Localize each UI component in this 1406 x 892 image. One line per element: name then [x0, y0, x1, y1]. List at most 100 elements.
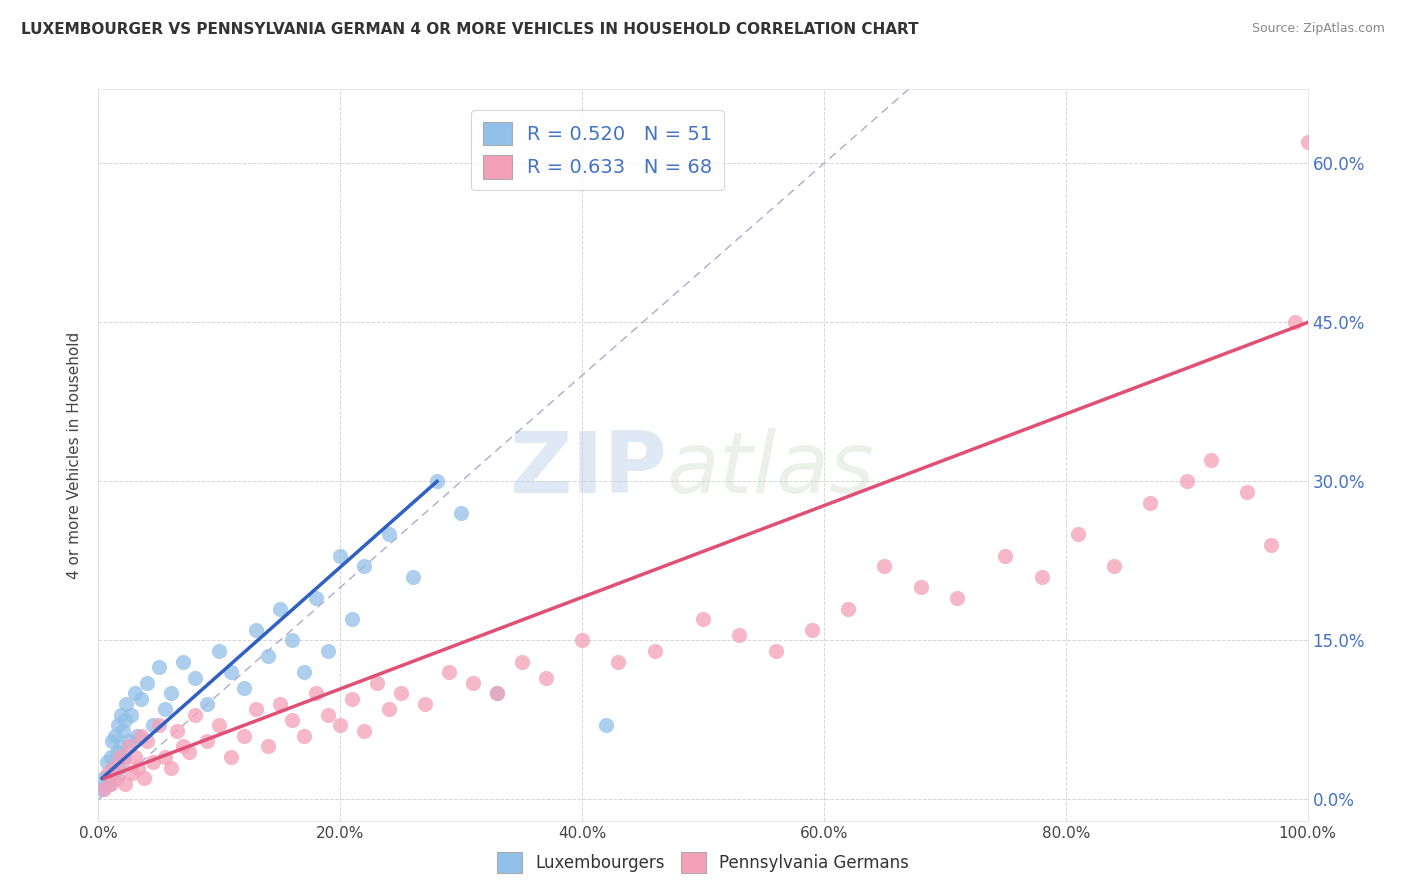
Point: [281, 633, 304, 648]
Text: LUXEMBOURGER VS PENNSYLVANIA GERMAN 4 OR MORE VEHICLES IN HOUSEHOLD CORRELATION : LUXEMBOURGER VS PENNSYLVANIA GERMAN 4 OR…: [21, 22, 918, 37]
Point: [486, 686, 509, 700]
Legend: Luxembourgers, Pennsylvania Germans: Luxembourgers, Pennsylvania Germans: [489, 846, 917, 880]
Point: [377, 702, 399, 716]
Point: [245, 702, 267, 716]
Point: [142, 718, 165, 732]
Point: [97, 771, 120, 785]
Point: [160, 761, 183, 775]
Point: [129, 729, 152, 743]
Point: [281, 713, 304, 727]
Point: [329, 549, 352, 563]
Point: [184, 671, 207, 685]
Point: [305, 591, 328, 605]
Point: [98, 776, 121, 790]
Point: [195, 734, 218, 748]
Point: [118, 739, 141, 754]
Point: [118, 734, 141, 748]
Point: [135, 734, 157, 748]
Point: [1067, 527, 1090, 541]
Point: [172, 739, 194, 754]
Point: [1199, 453, 1222, 467]
Point: [292, 665, 315, 680]
Point: [148, 718, 170, 732]
Point: [103, 766, 125, 780]
Point: [100, 734, 122, 748]
Point: [316, 644, 339, 658]
Point: [142, 756, 165, 770]
Point: [124, 686, 146, 700]
Point: [232, 729, 254, 743]
Point: [256, 649, 278, 664]
Point: [101, 761, 124, 775]
Point: [93, 781, 115, 796]
Point: [101, 761, 124, 775]
Point: [1260, 538, 1282, 552]
Point: [437, 665, 460, 680]
Point: [221, 665, 243, 680]
Text: Source: ZipAtlas.com: Source: ZipAtlas.com: [1251, 22, 1385, 36]
Point: [100, 776, 122, 790]
Point: [105, 771, 128, 785]
Point: [111, 723, 134, 738]
Point: [450, 506, 472, 520]
Point: [245, 623, 267, 637]
Point: [166, 723, 188, 738]
Point: [232, 681, 254, 695]
Point: [269, 697, 291, 711]
Point: [104, 729, 127, 743]
Point: [1102, 559, 1125, 574]
Point: [377, 527, 399, 541]
Point: [269, 601, 291, 615]
Point: [800, 623, 823, 637]
Point: [121, 766, 143, 780]
Point: [1031, 570, 1053, 584]
Point: [426, 475, 449, 489]
Point: [644, 644, 666, 658]
Point: [366, 676, 388, 690]
Point: [110, 707, 132, 722]
Point: [316, 707, 339, 722]
Point: [607, 655, 630, 669]
Point: [120, 707, 142, 722]
Point: [107, 718, 129, 732]
Point: [692, 612, 714, 626]
Point: [111, 756, 134, 770]
Point: [389, 686, 412, 700]
Point: [115, 697, 138, 711]
Point: [221, 750, 243, 764]
Point: [127, 729, 149, 743]
Point: [353, 559, 375, 574]
Point: [571, 633, 593, 648]
Point: [148, 660, 170, 674]
Point: [195, 697, 218, 711]
Point: [135, 676, 157, 690]
Point: [105, 745, 128, 759]
Point: [946, 591, 969, 605]
Point: [129, 691, 152, 706]
Point: [93, 771, 115, 785]
Point: [114, 776, 136, 790]
Text: ZIP: ZIP: [509, 428, 666, 511]
Point: [134, 771, 156, 785]
Point: [402, 570, 425, 584]
Point: [108, 761, 131, 775]
Point: [97, 766, 120, 780]
Point: [292, 729, 315, 743]
Point: [208, 644, 231, 658]
Text: atlas: atlas: [666, 428, 875, 511]
Point: [1296, 135, 1319, 149]
Point: [342, 691, 364, 706]
Point: [1236, 485, 1258, 500]
Point: [1139, 495, 1161, 509]
Point: [486, 686, 509, 700]
Y-axis label: 4 or more Vehicles in Household: 4 or more Vehicles in Household: [67, 331, 83, 579]
Point: [108, 739, 131, 754]
Point: [728, 628, 751, 642]
Point: [353, 723, 375, 738]
Point: [1284, 315, 1306, 329]
Point: [153, 702, 176, 716]
Point: [179, 745, 201, 759]
Point: [114, 713, 136, 727]
Point: [595, 718, 617, 732]
Point: [153, 750, 176, 764]
